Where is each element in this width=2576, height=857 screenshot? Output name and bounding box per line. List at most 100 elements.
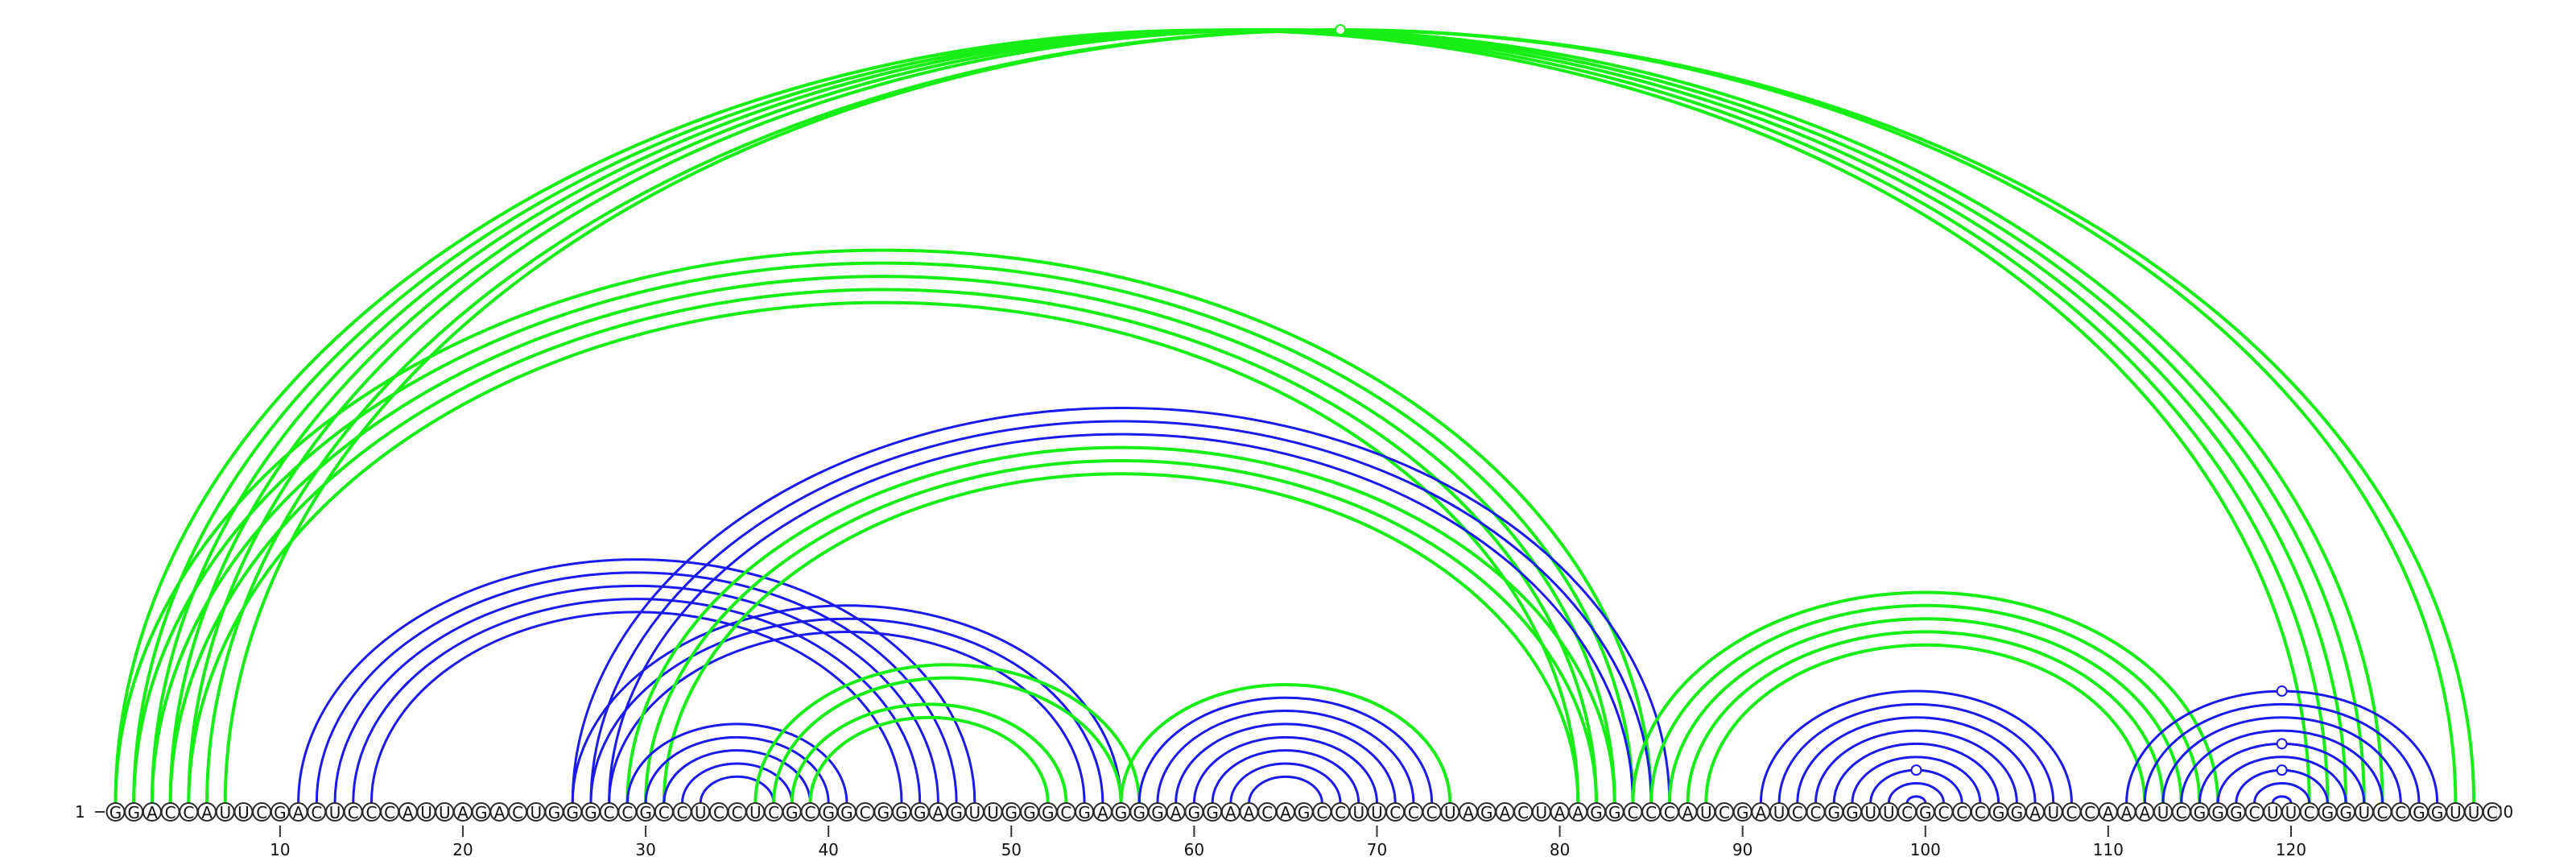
nucleotide-116: G [2208,802,2228,822]
nucleotide-letter: G [1078,803,1091,822]
nucleotide-130: U [2464,802,2484,822]
nucleotide-46: A [928,802,948,822]
nucleotide-letter: C [2395,803,2406,822]
nucleotide-2: G [124,802,144,822]
nucleotide-letter: C [1956,803,1967,822]
base-pair-arc-62-68 [1229,762,1342,805]
nucleotide-letter: U [2285,803,2297,822]
nucleotide-letter: A [402,803,414,822]
nucleotide-108: C [2062,802,2082,822]
nucleotide-8: U [233,802,254,822]
nucleotide-letter: C [1792,803,1803,822]
nucleotide-letter: A [1225,803,1236,822]
base-pair-arc-5-125 [187,28,2384,805]
nucleotide-letter: C [860,803,871,822]
nucleotide-letter: A [293,803,304,822]
nucleotide-23: C [508,802,528,822]
nucleotide-letter: C [604,803,615,822]
nucleotide-104: G [1988,802,2008,822]
nucleotide-112: A [2135,802,2155,822]
nucleotide-10: G [270,802,290,822]
nucleotide-107: U [2043,802,2063,822]
base-pair-arc-118-121 [2253,782,2311,805]
position-ticks: 10 20 30 40 50 60 70 80 90 100 110 120 [270,826,2306,857]
base-pair-arc-37-56 [772,676,1123,805]
nucleotide-88: U [1696,802,1716,822]
nucleotide-68: C [1331,802,1351,822]
nucleotide-letter: A [1554,803,1566,822]
nucleotide-98: U [1879,802,1899,822]
nucleotide-72: C [1403,802,1423,822]
nucleotide-101: C [1934,802,1954,822]
arcs-layer [114,28,2476,805]
nucleotide-letter: U [237,803,250,822]
nucleotide-65: A [1275,802,1295,822]
nucleotide-96: G [1842,802,1862,822]
nucleotide-89: C [1714,802,1734,822]
nucleotide-letter: U [2468,803,2480,822]
nucleotide-letter: C [256,803,267,822]
nucleotide-letter: G [639,803,652,822]
nucleotide-103: C [1970,802,1990,822]
nucleotide-29: C [617,802,638,822]
base-pair-arc-2-84 [132,261,1635,805]
nucleotide-33: U [691,802,711,822]
nucleotide-letter: A [1756,803,1767,822]
nucleotide-25: G [544,802,564,822]
nucleotide-122: G [2318,802,2338,822]
base-pair-arc-114-125 [2180,729,2384,805]
nucleotide-letter: C [732,803,743,822]
pair-marker-97-102 [1910,764,1922,776]
nucleotide-letter: A [1572,803,1583,822]
nucleotide-letter: C [677,803,688,822]
nucleotide-26: G [563,802,583,822]
nucleotide-letter: A [1682,803,1694,822]
base-pair-arc-30-82 [644,458,1599,805]
nucleotide-letter: U [2359,803,2371,822]
nucleotide-52: G [1038,802,1058,822]
nucleotide-124: U [2354,802,2374,822]
nucleotide-5: C [179,802,199,822]
markers-layer [1335,24,2288,776]
nucleotide-40: G [819,802,839,822]
nucleotide-letter: G [127,803,140,822]
nucleotide-73: C [1422,802,1442,822]
pair-marker-115-124 [2276,738,2288,750]
nucleotide-letter: A [494,803,506,822]
nucleotide-41: G [836,802,857,822]
nucleotide-letter: G [1827,803,1840,822]
nucleotide-letter: G [786,803,799,822]
nucleotide-57: G [1129,802,1150,822]
nucleotide-letter: C [512,803,523,822]
nucleotide-letter: G [1023,803,1036,822]
nucleotide-letter: U [749,803,762,822]
nucleotide-4: C [160,802,180,822]
base-pair-arc-57-73 [1137,696,1434,805]
nucleotide-75: A [1459,802,1479,822]
nucleotide-letter: G [1151,803,1164,822]
nucleotide-letter: A [1244,803,1255,822]
nucleotide-letter: G [475,803,488,822]
nucleotide-131: C [2482,802,2502,822]
nucleotide-106: A [2025,802,2046,822]
nucleotide-83: G [1604,802,1624,822]
base-pair-arc-14-45 [352,598,922,805]
nucleotide-30: G [636,802,656,822]
nucleotide-70: U [1367,802,1387,822]
nucleotide-letter: G [840,803,853,822]
base-pair-arc-58-72 [1156,710,1415,805]
nucleotide-54: G [1075,802,1095,822]
nucleotide-letter: G [914,803,927,822]
nucleotide-letter: G [2339,803,2352,822]
nucleotide-113: U [2153,802,2174,822]
nucleotide-15: C [361,802,382,822]
tick-label-60: 60 [1184,840,1204,857]
nucleotide-letter: C [2066,803,2077,822]
nucleotide-3: A [142,802,162,822]
nucleotide-38: G [782,802,802,822]
nucleotide-66: G [1294,802,1314,822]
nucleotide-letter: U [219,803,231,822]
nucleotide-42: C [855,802,875,822]
nucleotide-letter: G [109,803,122,822]
nucleotide-letter: A [147,803,158,822]
